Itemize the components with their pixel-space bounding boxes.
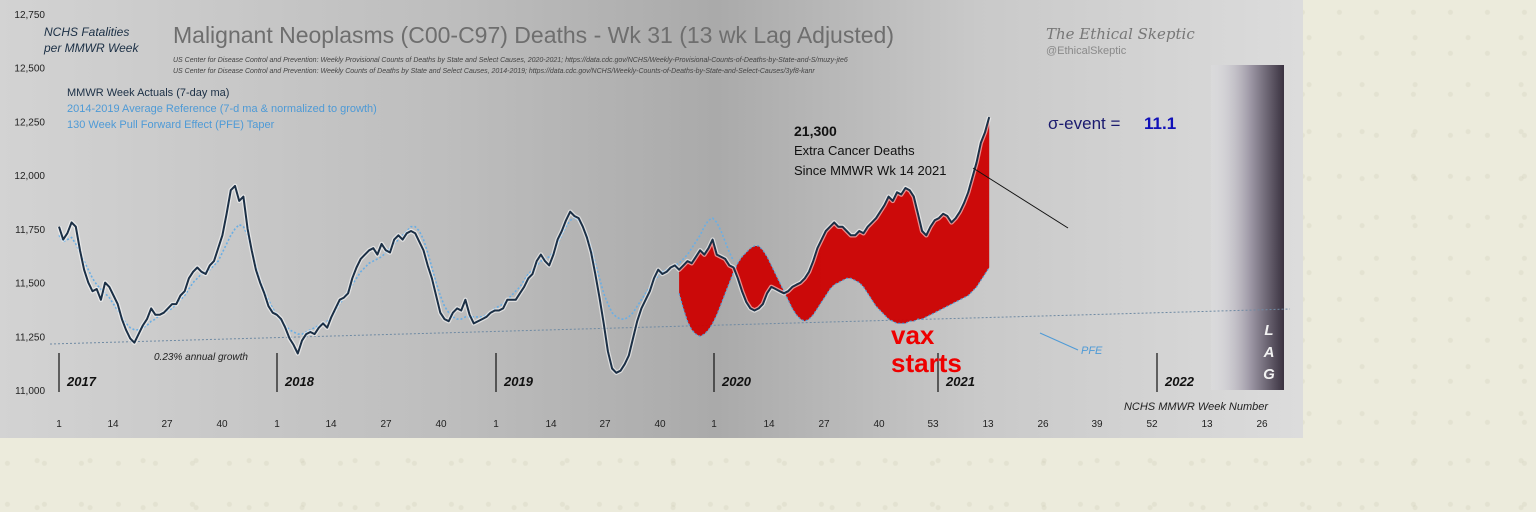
chart-title: Malignant Neoplasms (C00-C97) Deaths - W… — [173, 22, 894, 48]
pfe-pointer — [1039, 332, 1079, 351]
x-tick-label: 13 — [1201, 419, 1213, 430]
x-tick-label: 14 — [107, 419, 119, 430]
y-tick-label: 11,500 — [15, 279, 45, 290]
x-tick-label: 40 — [216, 419, 228, 430]
x-tick-label: 40 — [873, 419, 885, 430]
year-label: 2021 — [945, 374, 975, 389]
y-axis-title: NCHS Fatalities — [44, 25, 129, 39]
source-line: US Center for Disease Control and Preven… — [173, 57, 848, 64]
brand-logo: The Ethical Skeptic — [1046, 25, 1195, 43]
series-line-reference — [58, 217, 735, 335]
excess-deaths-area — [679, 117, 990, 337]
x-tick-label: 40 — [654, 419, 666, 430]
x-tick-label: 52 — [1146, 419, 1158, 430]
x-tick-label: 14 — [545, 419, 557, 430]
x-tick-label: 14 — [763, 419, 775, 430]
brand-handle: @EthicalSkeptic — [1046, 45, 1127, 57]
x-tick-label: 39 — [1091, 419, 1103, 430]
lag-letter: A — [1263, 344, 1275, 361]
x-tick-label: 1 — [56, 419, 62, 430]
legend-entry: 130 Week Pull Forward Effect (PFE) Taper — [67, 119, 275, 131]
sigma-label: σ-event = — [1048, 114, 1120, 133]
vax-label: vax — [891, 320, 935, 350]
x-tick-label: 27 — [380, 419, 392, 430]
x-tick-label: 1 — [711, 419, 717, 430]
sigma-value: 11.1 — [1144, 114, 1176, 133]
year-label: 2019 — [503, 374, 534, 389]
year-label: 2018 — [284, 374, 315, 389]
source-line: US Center for Disease Control and Preven… — [173, 68, 815, 75]
y-tick-label: 12,250 — [14, 117, 45, 128]
annotation-pointer — [972, 167, 1069, 229]
x-tick-label: 26 — [1256, 419, 1268, 430]
year-label: 2017 — [66, 374, 97, 389]
series-line-actuals — [58, 116, 991, 374]
y-axis-title: per MMWR Week — [43, 41, 139, 55]
y-tick-label: 12,750 — [14, 10, 45, 21]
x-tick-label: 40 — [435, 419, 447, 430]
x-tick-label: 26 — [1037, 419, 1049, 430]
annotation-text: Extra Cancer Deaths — [794, 143, 915, 158]
x-tick-label: 1 — [274, 419, 280, 430]
y-tick-label: 11,250 — [15, 332, 45, 343]
annotation-count: 21,300 — [794, 123, 837, 139]
x-tick-label: 14 — [325, 419, 337, 430]
x-tick-label: 53 — [927, 419, 939, 430]
legend-entry: MMWR Week Actuals (7-day ma) — [67, 87, 229, 99]
chart-panel — [0, 0, 1303, 438]
y-tick-label: 11,000 — [15, 386, 45, 397]
year-label: 2022 — [1164, 374, 1195, 389]
lag-band — [1211, 65, 1284, 390]
x-tick-label: 27 — [599, 419, 611, 430]
pfe-label: PFE — [1081, 345, 1103, 357]
legend-entry: 2014-2019 Average Reference (7-d ma & no… — [67, 103, 377, 115]
vax-label: starts — [891, 348, 962, 378]
x-tick-label: 27 — [161, 419, 173, 430]
x-axis-title: NCHS MMWR Week Number — [1124, 401, 1269, 413]
x-tick-label: 1 — [493, 419, 499, 430]
annotation-text: Since MMWR Wk 14 2021 — [794, 163, 946, 178]
y-tick-label: 12,500 — [14, 64, 45, 75]
x-tick-label: 13 — [982, 419, 994, 430]
y-tick-label: 12,000 — [14, 171, 45, 182]
x-tick-label: 27 — [818, 419, 830, 430]
lag-letter: L — [1264, 322, 1273, 339]
year-label: 2020 — [721, 374, 752, 389]
trend-line — [49, 308, 1291, 345]
trend-label: 0.23% annual growth — [154, 352, 248, 363]
lag-letter: G — [1263, 366, 1275, 383]
y-tick-label: 11,750 — [15, 225, 45, 236]
